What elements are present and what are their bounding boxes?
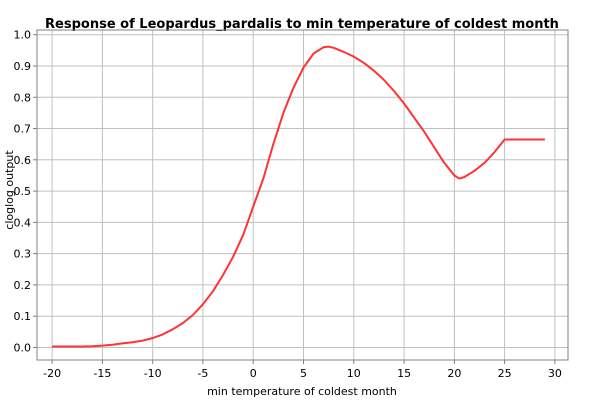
x-tick-label: 10 [347,367,361,380]
y-tick-label: 0.4 [14,216,32,229]
x-tick-label: -15 [93,367,111,380]
y-tick-label: 0.5 [14,185,32,198]
x-tick-label: 25 [498,367,512,380]
x-tick-label: 20 [447,367,461,380]
x-tick-label: 15 [397,367,411,380]
x-tick-label: 5 [300,367,307,380]
x-tick-label: -20 [43,367,61,380]
y-tick-label: 0.0 [14,342,32,355]
x-tick-label: -5 [197,367,208,380]
x-tick-label: 30 [548,367,562,380]
y-tick-label: 1.0 [14,29,32,42]
x-tick-label: -10 [144,367,162,380]
series-layer [52,45,545,348]
grid [37,30,568,360]
y-tick-label: 0.1 [14,310,32,323]
y-tick-label: 0.9 [14,60,32,73]
y-tick-label: 0.8 [14,91,32,104]
response-curve [52,45,545,348]
plot-frame [36,29,569,361]
y-axis-label: cloglog output [3,150,16,230]
x-axis-label: min temperature of coldest month [207,385,397,398]
axis-ticks: -20 -15 -10 -5 0 5 10 15 20 25 30 0.0 0.1 0.2 0.3 0.4 0.… [14,29,562,380]
chart-title: Response of Leopardus_pardalis to min te… [45,17,559,32]
y-tick-label: 0.2 [14,279,32,292]
y-tick-label: 0.7 [14,123,32,136]
x-tick-label: 0 [250,367,257,380]
y-tick-label: 0.3 [14,248,32,261]
y-tick-label: 0.6 [14,154,32,167]
